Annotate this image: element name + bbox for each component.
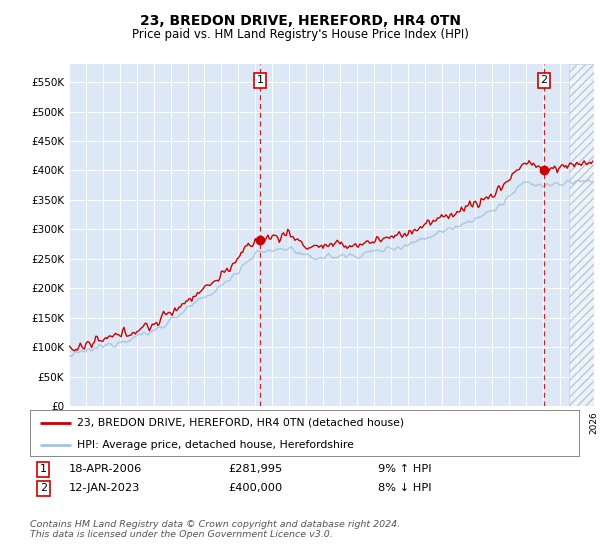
Text: £281,995: £281,995 — [228, 464, 282, 474]
Text: £400,000: £400,000 — [228, 483, 282, 493]
Text: 1: 1 — [40, 464, 47, 474]
Text: 23, BREDON DRIVE, HEREFORD, HR4 0TN (detached house): 23, BREDON DRIVE, HEREFORD, HR4 0TN (det… — [77, 418, 404, 428]
Text: 8% ↓ HPI: 8% ↓ HPI — [378, 483, 431, 493]
Text: Price paid vs. HM Land Registry's House Price Index (HPI): Price paid vs. HM Land Registry's House … — [131, 28, 469, 41]
Text: 2: 2 — [541, 75, 547, 85]
Text: 18-APR-2006: 18-APR-2006 — [69, 464, 142, 474]
Text: 9% ↑ HPI: 9% ↑ HPI — [378, 464, 431, 474]
Text: Contains HM Land Registry data © Crown copyright and database right 2024.
This d: Contains HM Land Registry data © Crown c… — [30, 520, 400, 539]
Text: HPI: Average price, detached house, Herefordshire: HPI: Average price, detached house, Here… — [77, 440, 353, 450]
Text: 1: 1 — [257, 75, 264, 85]
Text: 23, BREDON DRIVE, HEREFORD, HR4 0TN: 23, BREDON DRIVE, HEREFORD, HR4 0TN — [139, 14, 461, 28]
Text: 12-JAN-2023: 12-JAN-2023 — [69, 483, 140, 493]
Text: 2: 2 — [40, 483, 47, 493]
